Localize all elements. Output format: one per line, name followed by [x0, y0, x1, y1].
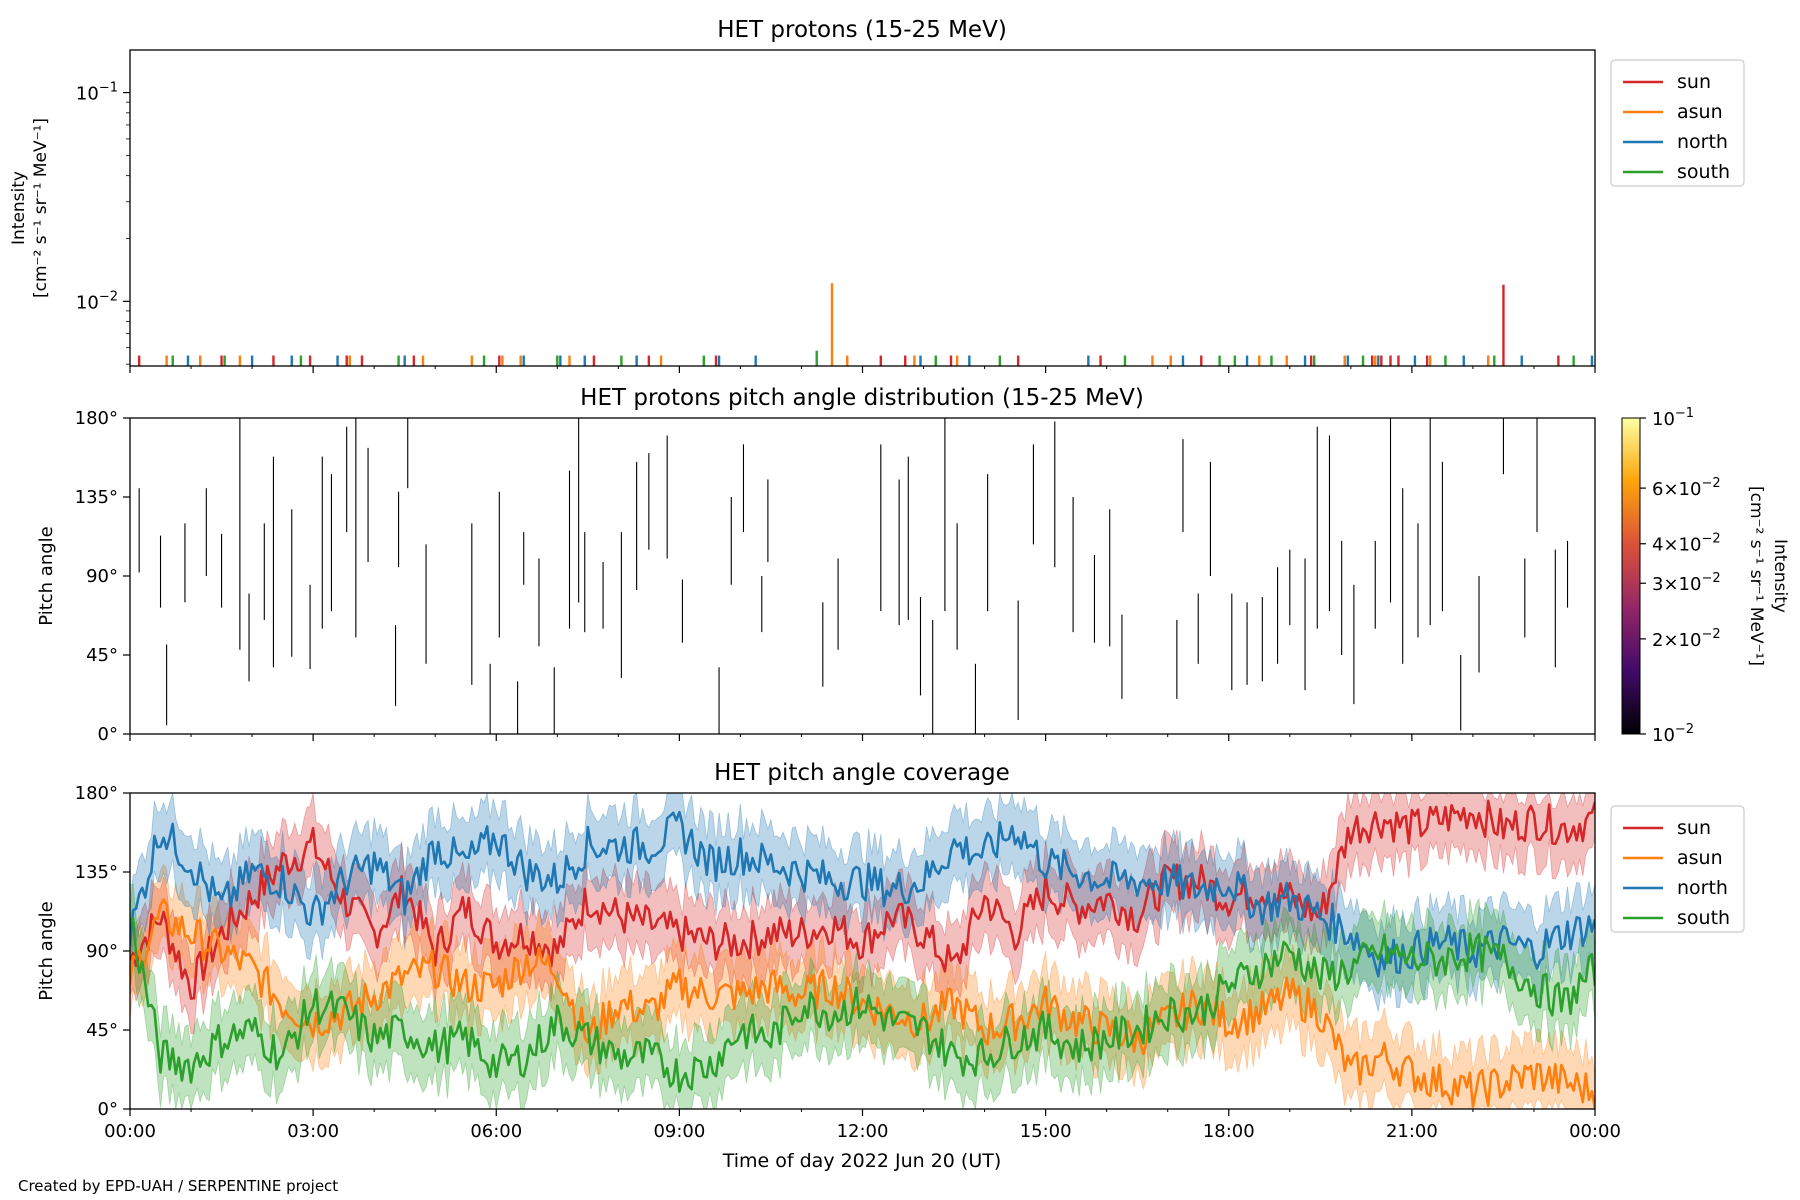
x-tick-label: 00:00 [1569, 1121, 1621, 1142]
south-line [130, 917, 1595, 1093]
x-tick-label: 06:00 [470, 1121, 522, 1142]
legend-box [1610, 59, 1745, 187]
y-tick-label: 10−1 [76, 81, 118, 105]
panel1-y-ticks: 10−1 10−2 [76, 81, 130, 365]
y-tick-label: 45° [86, 645, 118, 666]
x-tick-label: 21:00 [1386, 1121, 1438, 1142]
sun-band [130, 793, 1595, 1035]
panel2-title: HET protons pitch angle distribution (15… [580, 385, 1144, 411]
colorbar-tick-label: 4×10−2 [1652, 532, 1721, 556]
y-tick-label: 90° [86, 566, 118, 587]
y-tick-label: 45° [86, 1020, 118, 1041]
panel1-ylabel-line2: [cm⁻² s⁻¹ sr⁻¹ MeV⁻¹] [31, 118, 51, 298]
x-tick-label: 15:00 [1020, 1121, 1072, 1142]
asun-line [130, 898, 1595, 1109]
x-tick-label: 18:00 [1203, 1121, 1255, 1142]
panel2-x-ticks [129, 734, 1596, 741]
legend-box [1610, 805, 1745, 933]
sun-legend-label: sun [1677, 71, 1711, 93]
panel1-ylabel: Intensity [cm⁻² s⁻¹ sr⁻¹ MeV⁻¹] [9, 118, 51, 298]
y-tick-label: 10−2 [76, 289, 118, 313]
x-tick-label: 12:00 [837, 1121, 889, 1142]
panel1-title: HET protons (15-25 MeV) [717, 17, 1007, 43]
y-tick-label: 90° [86, 941, 118, 962]
sun-line [130, 799, 1595, 1000]
colorbar-tick-label: 3×10−2 [1652, 571, 1721, 595]
x-tick-label: 00:00 [104, 1121, 156, 1142]
colorbar-tick-label: 2×10−2 [1652, 627, 1721, 651]
credit-footer: Created by EPD-UAH / SERPENTINE project [18, 1177, 339, 1195]
y-tick-label: 135° [75, 487, 118, 508]
x-tick-label: 09:00 [653, 1121, 705, 1142]
x-tick-label: 03:00 [287, 1121, 339, 1142]
asun-legend-label: asun [1677, 847, 1723, 869]
colorbar [1621, 417, 1641, 735]
colorbar-ticks: 10−1 6×10−2 4×10−2 3×10−2 2×10−2 10−2 [1640, 406, 1721, 746]
panel1-ylabel-line1: Intensity [9, 171, 29, 245]
colorbar-tick-label: 6×10−2 [1652, 476, 1721, 500]
panel2-plot-area [138, 418, 1569, 734]
panel1-plot-area [137, 283, 1594, 366]
y-tick-label: 180° [75, 408, 118, 429]
asun-band [130, 863, 1595, 1109]
south-legend-label: south [1677, 907, 1730, 929]
panel2-y-ticks: 0° 45° 90° 135° 180° [75, 408, 130, 745]
y-tick-label: 0° [98, 1099, 118, 1120]
panel3-ylabel: Pitch angle [36, 901, 57, 1000]
panel3-plot-area [130, 793, 1595, 1109]
asun-legend-label: asun [1677, 101, 1723, 123]
colorbar-label-line2: [cm⁻² s⁻¹ sr⁻¹ MeV⁻¹] [1746, 486, 1766, 666]
colorbar-label-line1: Intensity [1770, 539, 1790, 613]
colorbar-tick-label: 10−2 [1652, 722, 1694, 746]
panel3-title: HET pitch angle coverage [714, 760, 1010, 786]
north-legend-label: north [1677, 131, 1728, 153]
north-legend-label: north [1677, 877, 1728, 899]
x-axis-label: Time of day 2022 Jun 20 (UT) [722, 1150, 1002, 1172]
y-tick-label: 0° [98, 724, 118, 745]
panel1-frame [129, 49, 1596, 367]
panel1-legend: sun asun north south [1610, 59, 1745, 187]
colorbar-tick-label: 10−1 [1652, 406, 1694, 430]
panel1-x-ticks [129, 366, 1596, 373]
south-band [130, 883, 1595, 1109]
sun-legend-label: sun [1677, 817, 1711, 839]
panel3-legend: sun asun north south [1610, 805, 1745, 933]
panel3-x-ticks: 00:00 03:00 06:00 09:00 12:00 15:00 18:00 21:00… [104, 1109, 1621, 1142]
colorbar-label: Intensity [cm⁻² s⁻¹ sr⁻¹ MeV⁻¹] [1746, 486, 1790, 666]
panel3-y-ticks: 0° 45° 90° 135° 180° [75, 783, 130, 1120]
panel2-ylabel: Pitch angle [36, 526, 57, 625]
south-legend-label: south [1677, 161, 1730, 183]
y-tick-label: 180° [75, 783, 118, 804]
y-tick-label: 135° [75, 862, 118, 883]
north-line [130, 810, 1595, 978]
